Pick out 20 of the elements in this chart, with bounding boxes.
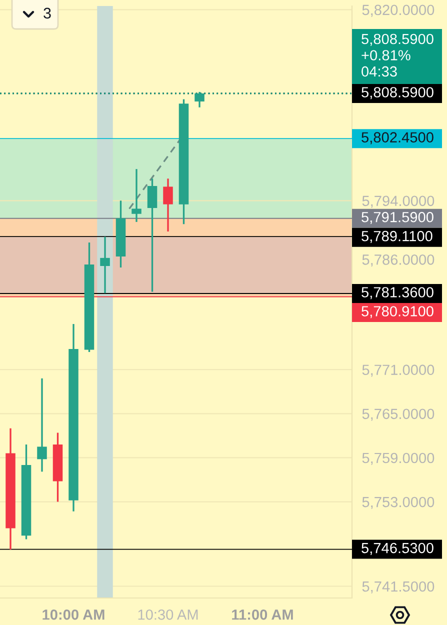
- y-tick-label: 5,786.0000: [362, 254, 434, 267]
- ref-line-label: 5,802.4500: [362, 132, 434, 144]
- x-tick-label: 11:00 AM: [232, 609, 293, 620]
- y-tick-label: 5,771.0000: [362, 364, 434, 377]
- ref-line-label: 5,781.3600: [362, 287, 434, 300]
- ref-line-label: 5,808.5900: [362, 87, 434, 100]
- y-tick-label: 5,820.0000: [362, 4, 434, 17]
- annotation: 3: [44, 8, 51, 19]
- x-tick-label: 10:30 AM: [138, 609, 198, 620]
- y-tick-label: 5,753.0000: [362, 496, 434, 509]
- ref-line-label: 5,791.5900: [362, 212, 434, 224]
- y-tick-label: 5,765.0000: [362, 408, 434, 421]
- ref-line-label: 5,789.1100: [362, 230, 432, 243]
- y-tick-label: 5,794.0000: [362, 196, 434, 208]
- x-tick-label: 10:00 AM: [42, 609, 104, 620]
- ref-line-label: 5,780.9100: [362, 306, 434, 318]
- ref-line-label: 5,746.5300: [362, 542, 434, 555]
- y-tick-label: 5,759.0000: [362, 452, 434, 465]
- y-tick-label: 5,741.5000: [362, 581, 434, 594]
- ref-line-label: 5,808.5900 +0.81% 04:33: [362, 34, 434, 77]
